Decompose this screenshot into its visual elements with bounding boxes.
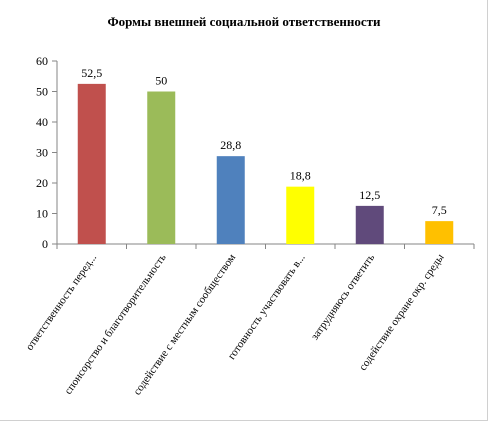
x-axis (56, 243, 475, 249)
category-label: содействие охране окр. среды (357, 251, 447, 373)
data-label: 28,8 (220, 138, 241, 152)
data-label: 7,5 (432, 203, 447, 217)
bar (425, 221, 454, 244)
category-labels: ответственность перед...спонсорство и бл… (24, 251, 447, 397)
bar (77, 83, 106, 244)
category-label: ответственность перед... (24, 252, 100, 353)
chart-title: Формы внешней социальной ответственности (107, 14, 381, 29)
category-label: готовность участвовать в... (226, 252, 308, 362)
y-tick-label: 60 (36, 54, 48, 68)
bar (147, 91, 176, 244)
data-labels: 52,5 50 28,8 18,8 12,5 7,5 (81, 66, 447, 217)
data-label: 18,8 (290, 169, 311, 183)
y-axis: 0 10 20 30 40 50 60 (36, 54, 58, 251)
data-label: 12,5 (359, 188, 380, 202)
y-tick-label: 10 (36, 207, 48, 221)
y-tick-label: 30 (36, 146, 48, 160)
y-tick-label: 40 (36, 115, 48, 129)
y-tick-label: 50 (36, 85, 48, 99)
data-label: 52,5 (81, 66, 102, 80)
y-tick-label: 0 (42, 237, 48, 251)
category-label: затрудняюсь ответить (309, 252, 377, 343)
bar (355, 205, 384, 244)
bars (77, 83, 454, 244)
bar (286, 186, 315, 244)
bar (216, 156, 245, 244)
data-label: 50 (155, 74, 167, 88)
y-tick-label: 20 (36, 176, 48, 190)
